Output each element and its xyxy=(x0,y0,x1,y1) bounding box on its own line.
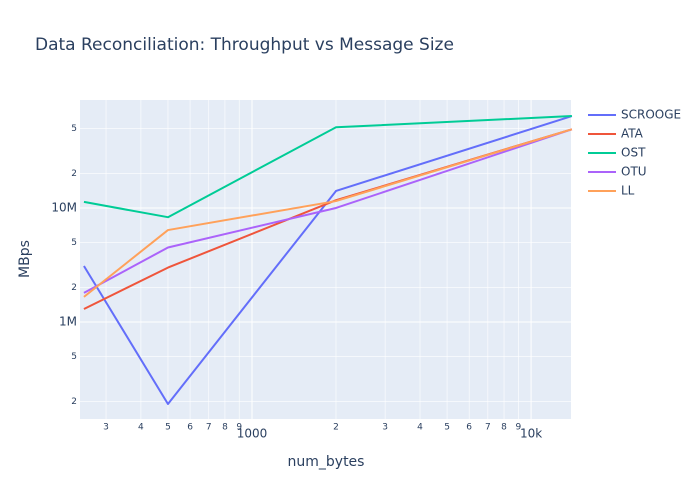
legend-label: OTU xyxy=(621,165,647,179)
legend-label: ATA xyxy=(621,127,644,141)
y-tick-label: 10M xyxy=(51,200,77,214)
x-tick-label: 9 xyxy=(515,423,521,433)
series-line xyxy=(83,128,573,294)
x-tick-label: 7 xyxy=(485,423,491,433)
series-line xyxy=(83,115,573,405)
x-tick-label: 4 xyxy=(138,423,144,433)
series-line xyxy=(83,128,573,298)
x-tick-label: 5 xyxy=(444,423,450,433)
x-tick-label: 8 xyxy=(222,423,228,433)
y-tick-label: 2 xyxy=(71,283,77,293)
x-tick-label: 4 xyxy=(417,423,423,433)
x-axis-title: num_bytes xyxy=(288,454,365,470)
y-tick-label: 5 xyxy=(71,124,77,134)
x-tick-label: 2 xyxy=(333,423,339,433)
series-line xyxy=(83,115,572,219)
x-tick-label: 7 xyxy=(206,423,212,433)
y-tick-label: 5 xyxy=(71,238,77,248)
x-tick-label: 9 xyxy=(236,423,242,433)
x-tick-label: 5 xyxy=(165,423,171,433)
x-tick-label: 8 xyxy=(501,423,507,433)
legend-label: LL xyxy=(621,184,635,198)
x-tick-label: 3 xyxy=(103,423,109,433)
legend-label: OST xyxy=(621,146,646,160)
chart-title: Data Reconciliation: Throughput vs Messa… xyxy=(35,35,454,55)
y-tick-label: 5 xyxy=(71,352,77,362)
legend-label: SCROOGE xyxy=(621,108,681,122)
x-tick-label: 1000 xyxy=(237,427,268,441)
x-tick-label: 3 xyxy=(382,423,388,433)
y-tick-label: 1M xyxy=(59,314,77,328)
y-tick-label: 2 xyxy=(71,169,77,179)
plot-area xyxy=(80,100,571,419)
x-tick-label: 6 xyxy=(187,423,193,433)
x-tick-label: 6 xyxy=(466,423,472,433)
x-tick-label: 10k xyxy=(520,427,542,441)
y-tick-label: 2 xyxy=(71,397,77,407)
y-axis-title: MBps xyxy=(17,240,33,278)
